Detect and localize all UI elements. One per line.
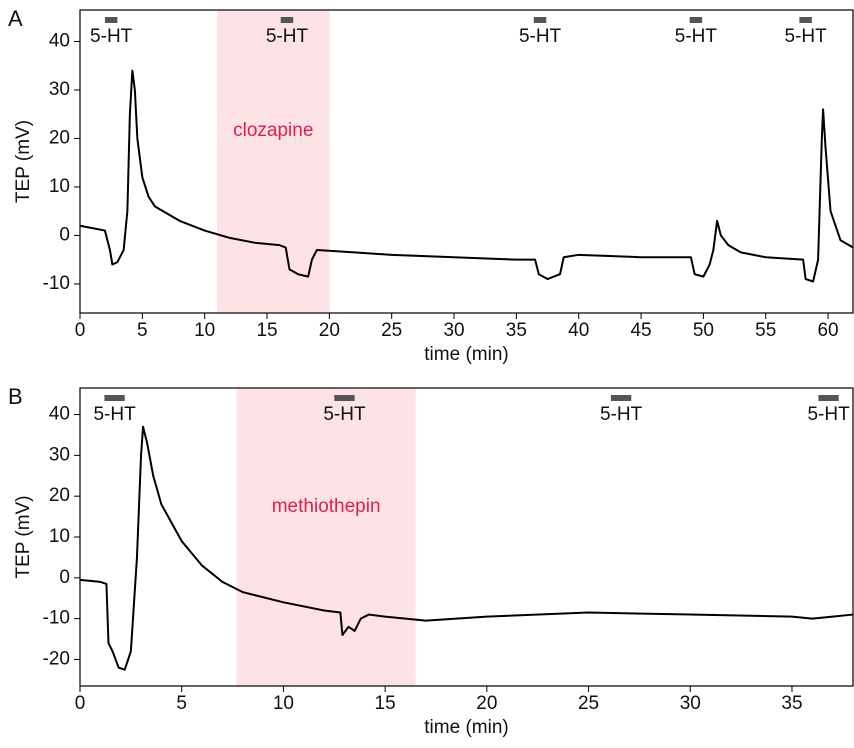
stimulus-bar (104, 395, 125, 401)
stimulus-label: 5-HT (519, 26, 562, 47)
y-tick-label: 20 (49, 127, 70, 148)
y-tick-label: -10 (43, 273, 70, 294)
y-tick-label: 30 (49, 79, 70, 100)
x-tick-label: 15 (256, 320, 277, 341)
y-tick-label: 40 (49, 31, 70, 52)
x-tick-label: 5 (176, 693, 187, 714)
stimulus-label: 5-HT (675, 26, 718, 47)
x-tick-label: 60 (817, 320, 838, 341)
x-tick-label: 0 (75, 693, 86, 714)
stimulus-label: 5-HT (600, 404, 643, 425)
treatment-shade (236, 388, 416, 686)
y-tick-label: 0 (59, 567, 70, 588)
y-tick-label: 40 (49, 404, 70, 425)
y-tick-label: -20 (43, 648, 70, 669)
x-tick-label: 55 (755, 320, 776, 341)
x-tick-label: 15 (375, 693, 396, 714)
y-axis-label: TEP (mV) (13, 495, 34, 578)
x-tick-label: 45 (630, 320, 651, 341)
x-axis-label: time (min) (424, 717, 508, 738)
trace (79, 69, 854, 283)
treatment-label: methiothepin (272, 496, 381, 517)
y-tick-label: -10 (43, 608, 70, 629)
y-tick-label: 10 (49, 176, 70, 197)
y-tick-label: 30 (49, 444, 70, 465)
panel-label: A (8, 6, 23, 31)
stimulus-bar (280, 17, 294, 23)
y-tick-label: 20 (49, 485, 70, 506)
stimulus-bar (610, 395, 632, 401)
x-tick-label: 35 (781, 693, 802, 714)
stimulus-bar (104, 17, 118, 23)
x-tick-label: 35 (506, 320, 527, 341)
y-axis-label: TEP (mV) (13, 120, 34, 203)
x-tick-label: 10 (273, 693, 294, 714)
treatment-label: clozapine (233, 120, 313, 141)
x-tick-label: 30 (443, 320, 464, 341)
stimulus-bar (689, 17, 703, 23)
stimulus-label: 5-HT (785, 26, 828, 47)
stimulus-bar (818, 395, 839, 401)
stimulus-label: 5-HT (90, 26, 133, 47)
x-tick-label: 20 (476, 693, 497, 714)
stimulus-bar (533, 17, 547, 23)
x-tick-label: 30 (680, 693, 701, 714)
x-tick-label: 25 (381, 320, 402, 341)
y-tick-label: 10 (49, 526, 70, 547)
x-tick-label: 0 (75, 320, 86, 341)
axes-frame (79, 9, 854, 314)
x-tick-label: 50 (693, 320, 714, 341)
panel-label: B (8, 384, 23, 409)
treatment-shade (217, 10, 330, 313)
x-tick-label: 20 (319, 320, 340, 341)
x-axis-label: time (min) (424, 344, 508, 365)
trace (79, 425, 854, 671)
axes-frame (79, 387, 854, 687)
stimulus-label: 5-HT (266, 26, 309, 47)
stimulus-label: 5-HT (323, 404, 366, 425)
x-tick-label: 40 (568, 320, 589, 341)
x-tick-label: 5 (137, 320, 148, 341)
stimulus-bar (334, 395, 355, 401)
stimulus-bar (799, 17, 812, 23)
y-tick-label: 0 (59, 224, 70, 245)
stimulus-label: 5-HT (807, 404, 850, 425)
x-tick-label: 10 (194, 320, 215, 341)
x-tick-label: 25 (578, 693, 599, 714)
stimulus-label: 5-HT (93, 404, 136, 425)
